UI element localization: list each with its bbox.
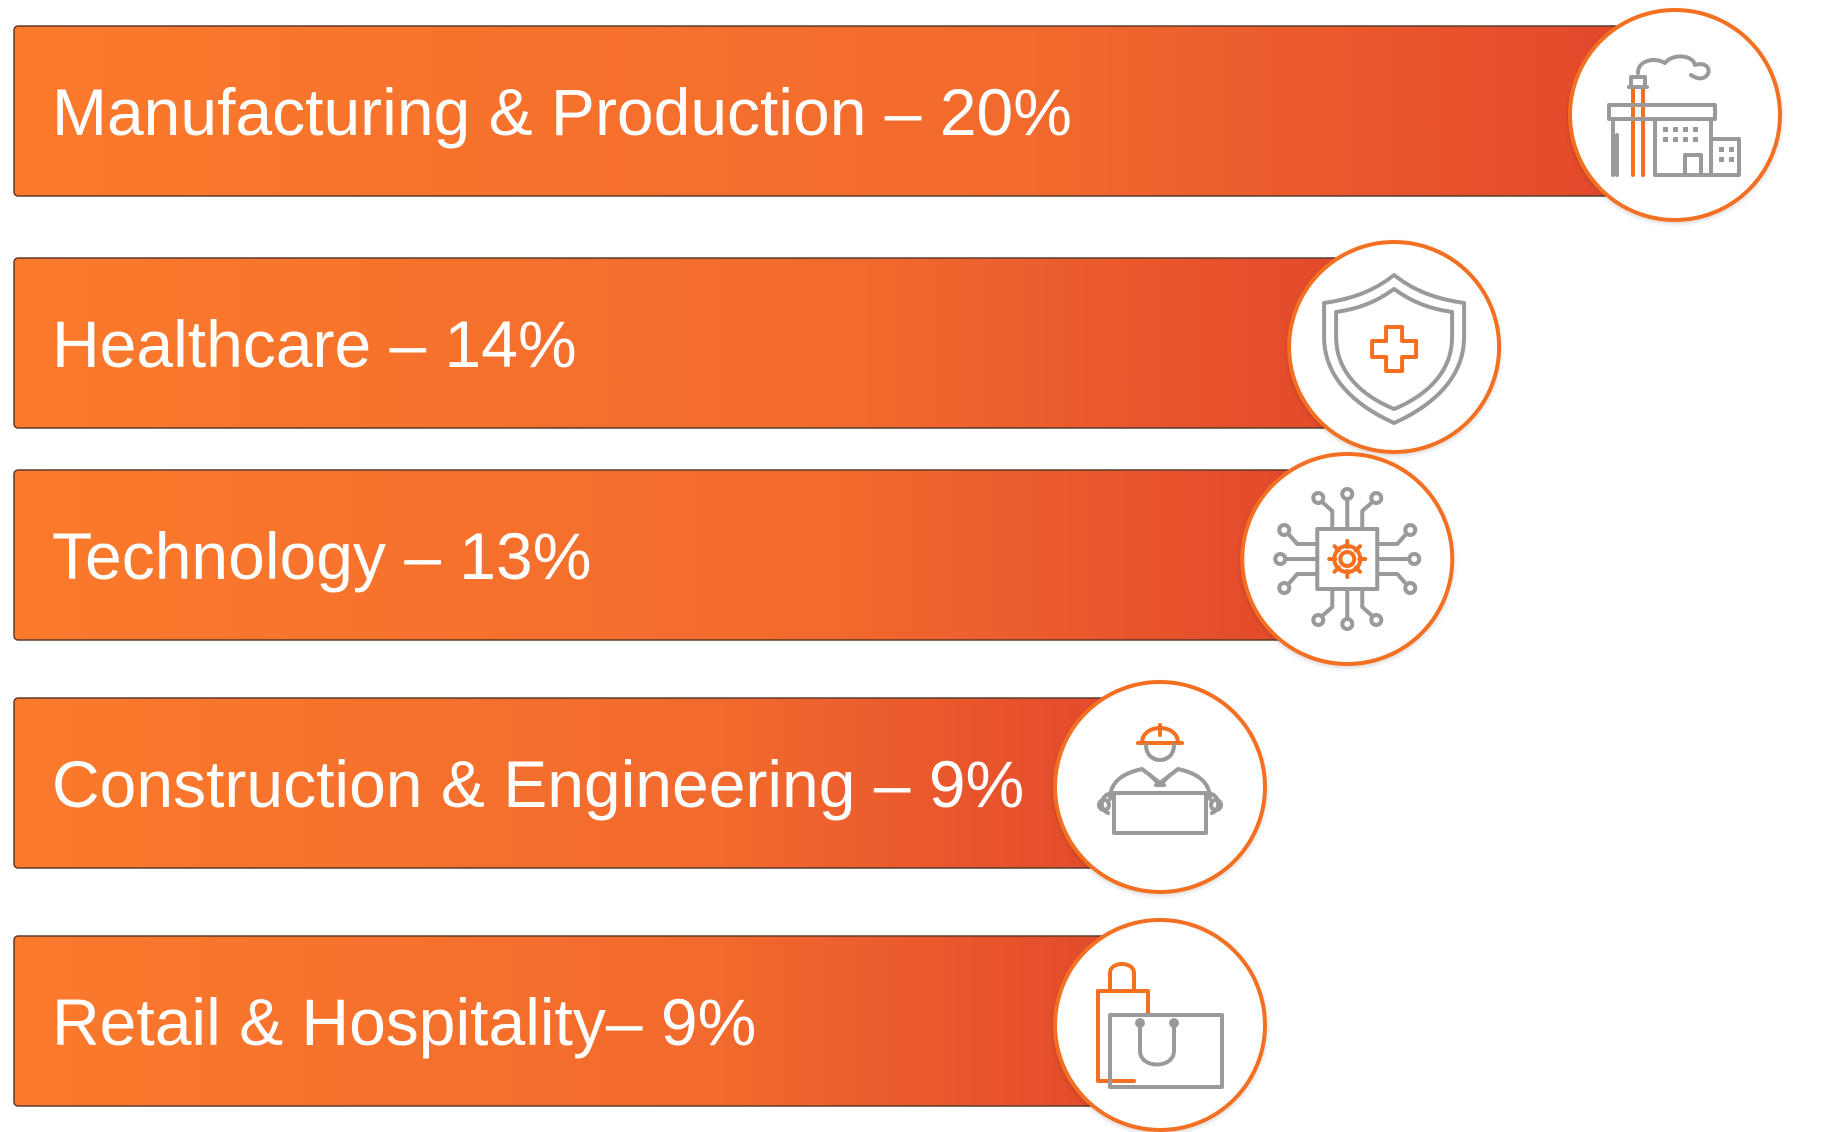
icon-badge-healthcare bbox=[1287, 240, 1502, 454]
icon-circles-layer bbox=[1053, 8, 1782, 1132]
bars-layer: Manufacturing & Production – 20% Healthca… bbox=[13, 25, 1701, 1107]
icon-badge-manufacturing-and-production bbox=[1568, 8, 1782, 222]
bar-label-retail-and-hospitality: Retail & Hospitality– 9% bbox=[52, 985, 756, 1059]
health-shield-icon bbox=[1322, 273, 1467, 425]
factory-icon bbox=[1607, 54, 1741, 177]
icon-circle bbox=[1240, 452, 1455, 666]
shopping-bag-icon bbox=[1096, 962, 1224, 1089]
bar-label-manufacturing-and-production: Manufacturing & Production – 20% bbox=[52, 75, 1072, 149]
icon-badge-technology bbox=[1240, 452, 1455, 666]
bar-label-construction-and-engineering: Construction & Engineering – 9% bbox=[52, 747, 1024, 821]
icon-circle bbox=[1053, 918, 1267, 1132]
circuit-chip-icon bbox=[1273, 487, 1422, 631]
icon-badge-construction-and-engineering bbox=[1053, 680, 1267, 894]
icon-badge-retail-and-hospitality bbox=[1053, 918, 1267, 1132]
bar-label-healthcare: Healthcare – 14% bbox=[52, 307, 577, 381]
construction-worker-icon bbox=[1097, 723, 1223, 835]
bar-label-technology: Technology – 13% bbox=[52, 519, 591, 593]
icon-circle bbox=[1287, 240, 1502, 454]
icon-circle bbox=[1568, 8, 1782, 222]
